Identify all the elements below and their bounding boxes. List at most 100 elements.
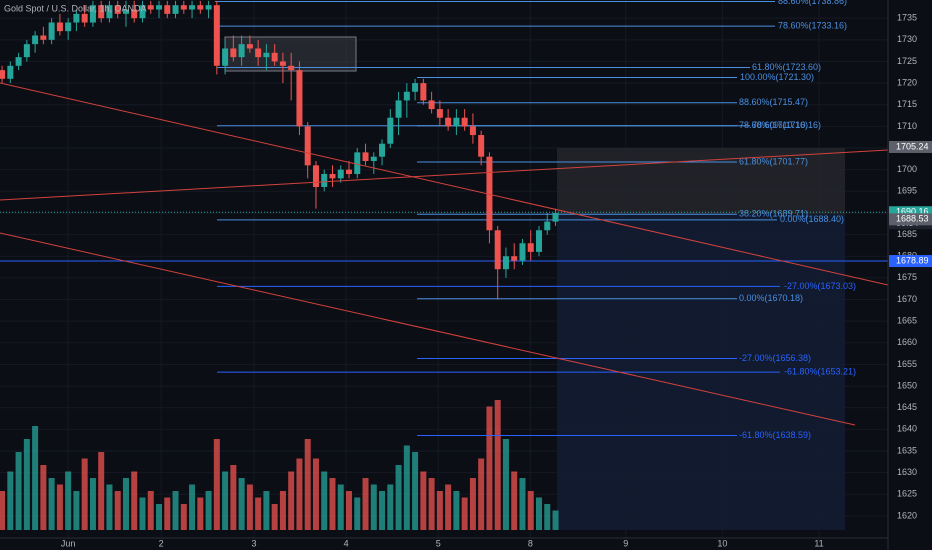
- trend-line: [0, 232, 856, 426]
- candle-body: [172, 5, 179, 14]
- volume-bar: [544, 504, 551, 530]
- candle-body: [403, 91, 410, 101]
- volume-bar: [222, 471, 229, 530]
- volume-bar: [15, 452, 22, 530]
- candle-body: [32, 35, 39, 45]
- fib-level-label: 88.60%(1715.47): [739, 97, 808, 107]
- candle-body: [255, 48, 262, 58]
- candle-body: [469, 126, 476, 136]
- candle-body: [312, 165, 319, 187]
- candle-body: [246, 44, 253, 49]
- candle-body: [329, 173, 336, 179]
- volume-bar: [114, 491, 121, 530]
- fib-level-label: 0.00%(1670.18): [739, 293, 803, 303]
- volume-bar: [535, 497, 542, 530]
- candle-body: [114, 5, 121, 14]
- x-tick-label: 11: [814, 538, 823, 548]
- volume-bar: [420, 471, 427, 530]
- y-tick-label: 1685: [897, 229, 917, 239]
- volume-bar: [56, 484, 63, 530]
- volume-bar: [296, 458, 303, 530]
- volume-bar: [511, 471, 518, 530]
- volume-bar: [461, 497, 468, 530]
- candle-body: [131, 9, 138, 19]
- candle-body: [412, 83, 419, 92]
- fib-level-label: -27.00%(1656.38): [739, 353, 811, 363]
- fib-level-label: 78.60%(1710.16): [752, 120, 821, 130]
- volume-bar: [453, 491, 460, 530]
- price-tag-label: 1690.16: [896, 207, 929, 217]
- volume-bar: [89, 478, 96, 530]
- volume-bar: [65, 471, 72, 530]
- volume-bar: [246, 484, 253, 530]
- y-tick-label: 1675: [897, 272, 917, 282]
- y-tick-label: 1620: [897, 510, 917, 520]
- candle-body: [238, 44, 245, 58]
- candle-body: [544, 221, 551, 231]
- volume-bar: [478, 458, 485, 530]
- candle-body: [321, 173, 328, 187]
- volume-bar: [527, 491, 534, 530]
- volume-bar: [519, 478, 526, 530]
- candle-body: [288, 65, 295, 71]
- fib-level-label: 78.60%(1733.16): [778, 21, 847, 31]
- candle-body: [156, 5, 163, 10]
- candle-body: [89, 5, 96, 23]
- volume-bar: [263, 491, 270, 530]
- volume-bar: [502, 439, 509, 530]
- candle-body: [395, 100, 402, 118]
- y-tick-label: 1720: [897, 77, 917, 87]
- fib-level-label: -61.80%(1638.59): [739, 430, 811, 440]
- candle-body: [56, 22, 63, 32]
- volume-bar: [122, 478, 129, 530]
- volume-bar: [147, 491, 154, 530]
- volume-bar: [312, 458, 319, 530]
- price-tag: [889, 255, 932, 268]
- volume-bar: [354, 497, 361, 530]
- y-tick-label: 1640: [897, 424, 917, 434]
- candle-body: [213, 5, 220, 66]
- volume-bar: [403, 445, 410, 530]
- volume-bar: [164, 497, 171, 530]
- x-tick-label: 3: [252, 538, 257, 548]
- volume-bar: [288, 471, 295, 530]
- candle-body: [263, 52, 270, 58]
- volume-bar: [139, 497, 146, 530]
- volume-bar: [156, 504, 163, 530]
- volume-bar: [412, 452, 419, 530]
- candle-body: [15, 57, 22, 66]
- volume-bar: [395, 465, 402, 530]
- candle-body: [0, 70, 6, 79]
- y-tick-label: 1725: [897, 56, 917, 66]
- x-tick-label: 4: [344, 538, 349, 548]
- fib-level-label: 100.00%(1721.30): [740, 72, 814, 82]
- x-tick-label: 9: [623, 538, 628, 548]
- candle-body: [65, 22, 72, 32]
- price-tag-label: 1688.53: [896, 214, 929, 224]
- candle-body: [40, 35, 47, 40]
- candle-body: [346, 169, 353, 174]
- volume-bar: [230, 465, 237, 530]
- fib-level-label: 38.20%(1689.71): [739, 209, 808, 219]
- volume-bar: [486, 406, 493, 530]
- candle-body: [279, 61, 286, 66]
- x-tick-label: 5: [436, 538, 441, 548]
- price-tag: [889, 213, 932, 226]
- volume-bar: [0, 491, 6, 530]
- volume-bar: [271, 504, 278, 530]
- x-tick-label: 8: [528, 538, 533, 548]
- fib-level-label: -61.80%(1653.21): [784, 367, 856, 377]
- y-tick-label: 1710: [897, 121, 917, 131]
- fib-level-label: 0.00%(1688.40): [780, 214, 844, 224]
- volume-bar: [494, 400, 501, 530]
- y-tick-label: 1695: [897, 186, 917, 196]
- x-tick-label: 2: [159, 538, 164, 548]
- candle-body: [147, 5, 154, 10]
- candle-body: [478, 135, 485, 157]
- volume-bar: [23, 439, 30, 530]
- candle-body: [205, 5, 212, 10]
- volume-bar: [255, 497, 262, 530]
- candle-body: [106, 5, 113, 19]
- candle-body: [189, 5, 196, 10]
- candle-body: [494, 230, 501, 270]
